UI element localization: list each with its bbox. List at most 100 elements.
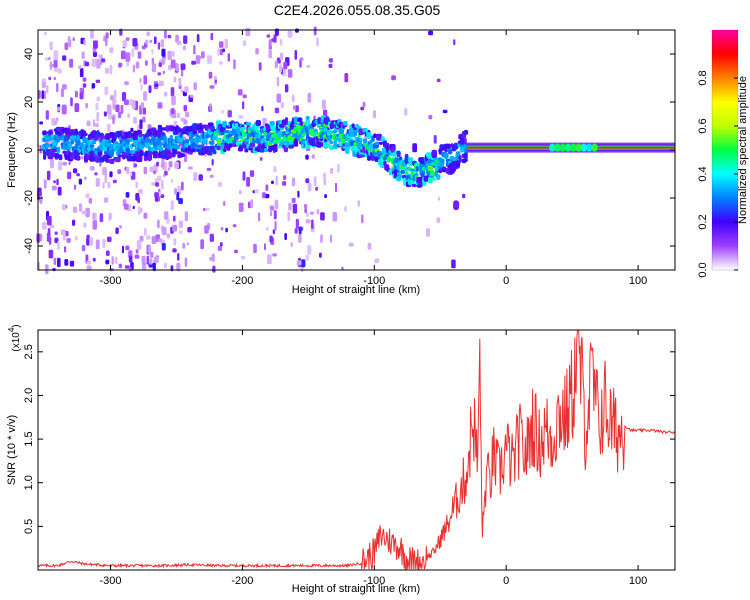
heatmap-cell <box>283 62 288 70</box>
heatmap-cell <box>86 260 92 265</box>
heatmap-cell <box>427 177 433 184</box>
heatmap-cell <box>94 172 98 176</box>
heatmap-cell <box>348 242 354 247</box>
heatmap-cell <box>39 121 44 125</box>
snr-multiplier-close: ) <box>11 324 22 327</box>
heatmap-cell <box>43 179 47 189</box>
heatmap-cell <box>53 67 59 72</box>
heatmap-cell <box>344 206 347 212</box>
heatmap-cell <box>78 203 83 212</box>
heatmap-cell <box>67 35 71 43</box>
heatmap-cell <box>67 171 72 180</box>
heatmap-cell <box>50 134 55 139</box>
heatmap-cell <box>181 153 186 157</box>
heatmap-cell <box>262 192 266 199</box>
heatmap-cell <box>223 130 230 134</box>
heatmap-cell <box>153 170 156 175</box>
heatmap-cell <box>86 237 90 246</box>
heatmap-cell <box>217 48 220 56</box>
snr-frame <box>37 329 676 571</box>
heatmap-cell <box>376 133 382 141</box>
heatmap-cell <box>144 137 151 143</box>
heatmap-cell <box>353 129 357 137</box>
heatmap-cell <box>105 250 110 256</box>
heatmap-cell <box>215 133 219 137</box>
heatmap-cell <box>114 89 117 99</box>
heatmap-cell <box>89 237 93 246</box>
heatmap-cell <box>137 206 141 215</box>
heatmap-cell <box>268 45 272 50</box>
heatmap-cell <box>272 253 277 257</box>
heatmap-cell <box>49 159 55 168</box>
heatmap-cell <box>328 63 333 68</box>
heatmap-cell <box>149 251 154 258</box>
heatmap-cell <box>178 198 183 204</box>
heatmap-cell <box>275 175 278 186</box>
heatmap-cell <box>311 154 315 159</box>
heatmap-cell <box>81 51 85 59</box>
heatmap-cell <box>246 176 250 187</box>
heatmap-cell <box>146 255 149 265</box>
snr-multiplier: (x104) <box>7 324 22 351</box>
heatmap-cell <box>210 32 214 41</box>
heatmap-cell <box>181 89 184 93</box>
heatmap-cell <box>161 226 167 236</box>
heatmap-x-axis-label: Height of straight line (km) <box>292 284 420 296</box>
heatmap-cell <box>56 146 61 154</box>
snr-y-tick-label: 1.0 <box>23 475 35 490</box>
heatmap-cell <box>149 39 153 43</box>
heatmap-cell <box>69 58 74 68</box>
heatmap-cell <box>62 162 67 166</box>
heatmap-cell <box>128 255 133 263</box>
heatmap-cell <box>219 242 223 247</box>
heatmap-cell <box>159 146 164 152</box>
heatmap-cell <box>274 221 277 231</box>
heatmap-cell <box>171 108 175 115</box>
heatmap-cell <box>234 133 239 141</box>
heatmap-cell <box>249 142 256 148</box>
heatmap-cell <box>136 155 143 163</box>
heatmap-cell <box>207 122 214 127</box>
heatmap-cell <box>199 124 203 129</box>
heatmap-cell <box>425 152 431 158</box>
heatmap-cell <box>462 193 466 199</box>
heatmap-cell <box>209 174 214 178</box>
heatmap-cell <box>168 161 173 168</box>
heatmap-cell <box>432 177 437 181</box>
heatmap-cell <box>374 258 380 264</box>
heatmap-cell <box>313 176 317 187</box>
heatmap-cell <box>307 92 312 103</box>
heatmap-cell <box>197 129 204 134</box>
heatmap-cell <box>53 180 56 184</box>
heatmap-cell <box>68 161 71 165</box>
heatmap-cell <box>66 128 71 134</box>
heatmap-cell <box>189 94 194 98</box>
heatmap-cell <box>43 153 47 160</box>
snr-x-tick-label: -100 <box>363 575 385 587</box>
heatmap-cell <box>101 58 106 63</box>
heatmap-cell <box>221 110 224 114</box>
heatmap-cell <box>143 166 147 175</box>
heatmap-cell <box>388 169 393 176</box>
heatmap-cell <box>234 249 238 254</box>
heatmap-cell <box>74 184 77 190</box>
heatmap-cell <box>222 122 227 127</box>
heatmap-cell <box>42 130 47 136</box>
heatmap-cell <box>269 205 275 211</box>
heatmap-cell <box>193 172 198 181</box>
heatmap-cell <box>207 55 212 64</box>
heatmap-cell <box>269 121 275 126</box>
heatmap-cell <box>287 135 293 142</box>
heatmap-cell <box>105 259 110 265</box>
heatmap-cell <box>228 143 233 148</box>
heatmap-cell <box>114 157 121 163</box>
heatmap-cell <box>324 143 331 148</box>
heatmap-cell <box>49 224 55 229</box>
heatmap-cell <box>171 51 175 57</box>
heatmap-cell <box>106 143 110 147</box>
heatmap-cell <box>172 248 177 253</box>
heatmap-cell <box>242 40 247 47</box>
heatmap-cell <box>160 194 165 198</box>
heatmap-cell <box>95 102 99 111</box>
